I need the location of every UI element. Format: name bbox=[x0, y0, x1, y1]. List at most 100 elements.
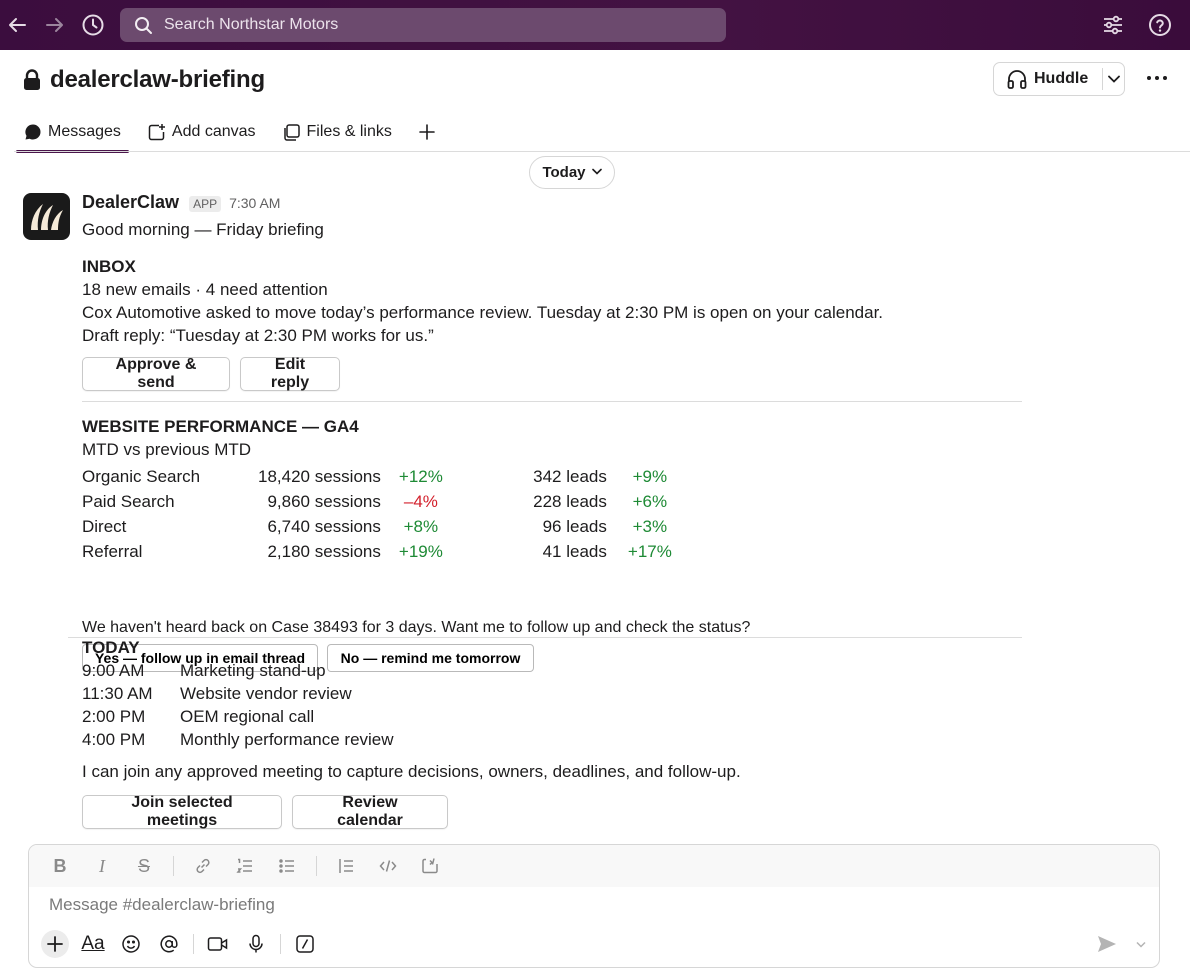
greeting-text: Good morning — Friday briefing bbox=[82, 220, 324, 239]
leads-change-cell: +17% bbox=[627, 541, 672, 561]
table-row: Direct 6,740 sessions +8% 96 leads +3% bbox=[82, 514, 693, 539]
formatting-toolbar: B I S bbox=[29, 845, 1159, 887]
bold-icon[interactable]: B bbox=[53, 855, 67, 876]
channel-name-cell: Organic Search bbox=[82, 466, 201, 486]
list-item: 4:00 PM Monthly performance review bbox=[82, 728, 394, 751]
channel-name-cell: Referral bbox=[82, 541, 143, 561]
sender-name[interactable]: DealerClaw bbox=[82, 192, 180, 212]
back-arrow-icon[interactable] bbox=[4, 12, 30, 38]
followup-question: We haven't heard back on Case 38493 for … bbox=[82, 619, 751, 636]
website-title: WEBSITE PERFORMANCE — GA4 bbox=[82, 417, 359, 436]
send-icon[interactable] bbox=[1095, 933, 1119, 955]
leads-change-cell: +9% bbox=[632, 466, 668, 486]
claw-logo-icon bbox=[30, 203, 63, 230]
review-calendar-button[interactable]: Review calendar bbox=[292, 794, 448, 829]
add-tab-button[interactable] bbox=[410, 112, 450, 152]
followup-yes-button[interactable]: Yes — follow up in email thread bbox=[82, 644, 318, 672]
channel-panel: dealerclaw-briefing Huddle Messages Add … bbox=[0, 50, 1190, 968]
composer-input[interactable]: Message #dealerclaw-briefing bbox=[49, 895, 275, 914]
huddle-button[interactable]: Huddle bbox=[993, 62, 1125, 96]
edit-reply-button[interactable]: Edit reply bbox=[240, 356, 340, 391]
forward-arrow-icon[interactable] bbox=[42, 12, 68, 38]
tab-messages[interactable]: Messages bbox=[16, 112, 129, 153]
plus-icon[interactable] bbox=[41, 930, 69, 958]
italic-icon[interactable]: I bbox=[99, 855, 105, 876]
code-block-icon[interactable] bbox=[417, 853, 443, 879]
tab-label: Messages bbox=[48, 123, 121, 140]
draft-reply: Draft reply: “Tuesday at 2:30 PM works f… bbox=[82, 326, 434, 345]
list-item: 9:00 AM Marketing stand-up bbox=[82, 659, 394, 682]
toolbar-separator bbox=[280, 934, 281, 954]
leads-change-cell: +6% bbox=[632, 491, 668, 511]
event-title: OEM regional call bbox=[180, 706, 315, 726]
formatting-icon[interactable]: Aa bbox=[81, 933, 105, 954]
followup-prompt: We haven't heard back on Case 38493 for … bbox=[0, 611, 1190, 681]
message-time[interactable]: 7:30 AM bbox=[229, 195, 281, 211]
sessions-change-cell: +19% bbox=[398, 541, 443, 561]
followup-no-button[interactable]: No — remind me tomorrow bbox=[327, 644, 534, 672]
sessions-change-cell: –4% bbox=[403, 491, 438, 511]
meeting-note: I can join any approved meeting to captu… bbox=[82, 762, 741, 781]
slash-command-icon[interactable] bbox=[291, 930, 319, 958]
event-time: 9:00 AM bbox=[82, 660, 145, 680]
leads-cell: 342 leads bbox=[533, 466, 607, 486]
sessions-cell: 18,420 sessions bbox=[258, 466, 381, 486]
meeting-actions: Join selected meetings Review calendar bbox=[82, 794, 1082, 829]
huddle-label: Huddle bbox=[1034, 70, 1089, 87]
join-meetings-button[interactable]: Join selected meetings bbox=[82, 794, 282, 829]
channel-header[interactable]: dealerclaw-briefing bbox=[22, 64, 265, 96]
microphone-icon[interactable] bbox=[242, 930, 270, 958]
tab-label: Add canvas bbox=[171, 123, 256, 140]
date-divider-button[interactable]: Today bbox=[529, 156, 615, 189]
table-row: Organic Search 18,420 sessions +12% 342 lea… bbox=[82, 464, 693, 489]
message-composer[interactable]: B I S Message #dealerclaw-b bbox=[28, 844, 1160, 968]
sessions-cell: 6,740 sessions bbox=[267, 516, 381, 536]
leads-cell: 41 leads bbox=[542, 541, 607, 561]
headphones-icon bbox=[1006, 68, 1028, 90]
filter-sliders-icon[interactable] bbox=[1100, 12, 1126, 38]
approve-send-button[interactable]: Approve & send bbox=[82, 356, 230, 391]
inbox-actions: Approve & send Edit reply bbox=[82, 356, 1082, 391]
emoji-icon[interactable] bbox=[117, 930, 145, 958]
history-clock-icon[interactable] bbox=[80, 12, 106, 38]
today-title: TODAY bbox=[82, 638, 140, 657]
search-icon bbox=[134, 15, 154, 35]
section-divider bbox=[82, 401, 1022, 402]
strikethrough-icon[interactable]: S bbox=[137, 855, 150, 876]
code-icon[interactable] bbox=[375, 853, 401, 879]
search-bar[interactable]: Search Northstar Motors bbox=[120, 8, 726, 42]
leads-cell: 228 leads bbox=[533, 491, 607, 511]
bulleted-list-icon[interactable] bbox=[274, 853, 300, 879]
chevron-down-icon[interactable] bbox=[1103, 75, 1124, 83]
composer-actions: Aa bbox=[41, 929, 329, 959]
dealerclaw-avatar[interactable] bbox=[23, 193, 70, 240]
event-time: 4:00 PM bbox=[82, 729, 146, 749]
top-bar: Search Northstar Motors bbox=[0, 0, 1190, 50]
channel-name-cell: Direct bbox=[82, 516, 127, 536]
tab-files-links[interactable]: Files & links bbox=[274, 112, 400, 152]
app-badge: APP bbox=[189, 196, 222, 212]
channel-name-cell: Paid Search bbox=[82, 491, 175, 511]
section-divider bbox=[68, 637, 1022, 638]
inbox-title: INBOX bbox=[82, 257, 136, 276]
more-options-icon[interactable] bbox=[1144, 68, 1170, 88]
mention-icon[interactable] bbox=[155, 930, 183, 958]
link-icon[interactable] bbox=[190, 853, 216, 879]
leads-cell: 96 leads bbox=[542, 516, 607, 536]
video-icon[interactable] bbox=[204, 930, 232, 958]
schedule-table: 9:00 AM Marketing stand-up 11:30 AM Website… bbox=[82, 659, 394, 751]
help-icon[interactable] bbox=[1147, 12, 1173, 38]
sessions-change-cell: +12% bbox=[398, 466, 443, 486]
table-row: Referral 2,180 sessions +19% 41 leads +17% bbox=[82, 539, 693, 564]
ordered-list-icon[interactable] bbox=[232, 853, 258, 879]
tab-label: Files & links bbox=[306, 123, 392, 140]
blockquote-icon[interactable] bbox=[333, 853, 359, 879]
toolbar-separator bbox=[316, 856, 317, 876]
chevron-down-icon bbox=[591, 167, 602, 178]
chevron-down-icon[interactable] bbox=[1133, 935, 1149, 953]
leads-change-cell: +3% bbox=[632, 516, 668, 536]
list-item: 11:30 AM Website vendor review bbox=[82, 682, 394, 705]
tab-add-canvas[interactable]: Add canvas bbox=[139, 112, 264, 152]
channel-name: dealerclaw-briefing bbox=[50, 66, 265, 93]
channel-tabs: Messages Add canvas Files & links bbox=[16, 112, 460, 153]
